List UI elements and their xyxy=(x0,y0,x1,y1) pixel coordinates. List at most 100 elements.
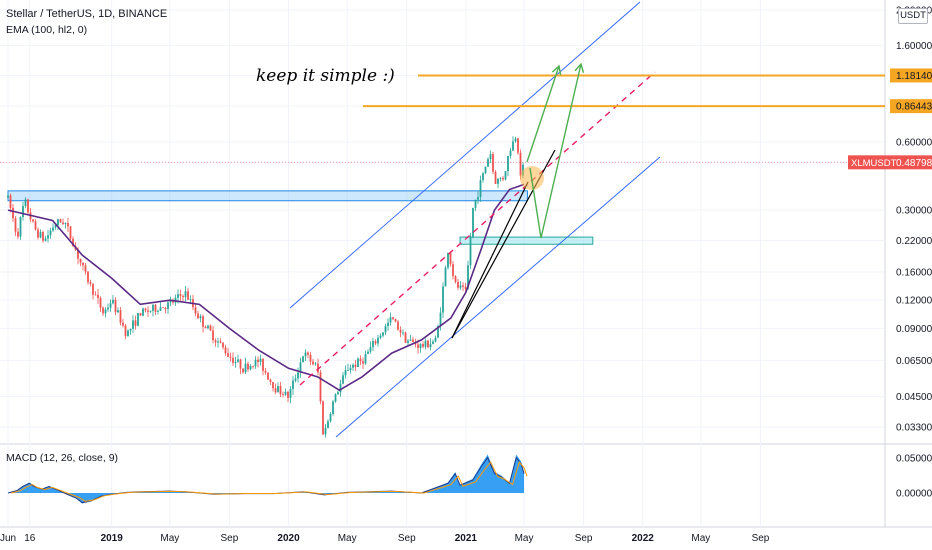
candle[interactable] xyxy=(82,262,84,266)
candle[interactable] xyxy=(374,341,377,344)
trendline[interactable] xyxy=(451,181,529,339)
candle[interactable] xyxy=(254,359,257,367)
candle[interactable] xyxy=(147,310,149,312)
candle[interactable] xyxy=(387,322,389,327)
candle[interactable] xyxy=(429,344,432,348)
candle[interactable] xyxy=(452,264,454,277)
candle[interactable] xyxy=(157,310,159,312)
candle[interactable] xyxy=(322,401,324,435)
candle[interactable] xyxy=(127,330,129,336)
macd-indicator-label[interactable]: MACD (12, 26, close, 9) xyxy=(6,452,119,464)
candle[interactable] xyxy=(407,340,409,343)
candle[interactable] xyxy=(462,285,464,287)
candle[interactable] xyxy=(494,171,497,184)
candle[interactable] xyxy=(87,271,89,283)
candle[interactable] xyxy=(289,389,292,398)
candle[interactable] xyxy=(474,199,477,208)
candle[interactable] xyxy=(312,361,314,365)
candle[interactable] xyxy=(489,154,492,160)
candle[interactable] xyxy=(334,394,337,402)
support-zone[interactable] xyxy=(459,236,594,245)
drawings[interactable] xyxy=(0,1,885,438)
candle[interactable] xyxy=(194,307,197,314)
candle[interactable] xyxy=(112,299,114,304)
candle[interactable] xyxy=(99,297,102,308)
candle[interactable] xyxy=(504,171,507,180)
candle[interactable] xyxy=(37,229,39,238)
candle[interactable] xyxy=(162,307,164,309)
candle[interactable] xyxy=(214,340,217,343)
candle[interactable] xyxy=(39,232,42,238)
candle[interactable] xyxy=(342,375,344,384)
candle[interactable] xyxy=(252,366,254,367)
candle[interactable] xyxy=(159,307,162,311)
candle[interactable] xyxy=(304,352,307,357)
candle[interactable] xyxy=(339,383,342,393)
candle[interactable] xyxy=(377,337,379,344)
channel-midline[interactable] xyxy=(299,71,656,386)
candle[interactable] xyxy=(224,347,227,354)
annotation-text[interactable]: keep it simple :) xyxy=(256,66,395,86)
candle[interactable] xyxy=(47,235,49,239)
candle[interactable] xyxy=(122,322,124,326)
candle[interactable] xyxy=(152,304,154,311)
candle[interactable] xyxy=(434,337,437,342)
candle[interactable] xyxy=(507,155,509,172)
candle[interactable] xyxy=(472,207,474,237)
candle[interactable] xyxy=(49,230,52,236)
candle[interactable] xyxy=(19,217,22,237)
candle[interactable] xyxy=(52,227,54,231)
candle[interactable] xyxy=(319,372,322,402)
candle[interactable] xyxy=(132,320,134,329)
candle[interactable] xyxy=(92,283,94,295)
candle[interactable] xyxy=(244,363,247,373)
candle[interactable] xyxy=(242,368,244,373)
candle[interactable] xyxy=(349,367,352,371)
candle[interactable] xyxy=(352,364,354,368)
candle[interactable] xyxy=(219,341,222,343)
candle[interactable] xyxy=(9,195,12,208)
candle[interactable] xyxy=(209,325,212,331)
candle[interactable] xyxy=(302,356,304,363)
candle[interactable] xyxy=(362,361,364,364)
candle[interactable] xyxy=(444,267,447,287)
candle[interactable] xyxy=(154,304,157,312)
candle[interactable] xyxy=(197,313,199,319)
candle[interactable] xyxy=(404,332,407,343)
candle[interactable] xyxy=(107,307,109,310)
candle[interactable] xyxy=(467,265,469,289)
candle[interactable] xyxy=(327,421,329,428)
candle[interactable] xyxy=(392,317,394,319)
candle[interactable] xyxy=(22,206,24,218)
candle[interactable] xyxy=(384,326,387,333)
candle[interactable] xyxy=(17,231,19,237)
candle[interactable] xyxy=(267,372,269,380)
candle[interactable] xyxy=(402,332,404,334)
arrow-head[interactable] xyxy=(574,62,585,73)
candle[interactable] xyxy=(337,392,339,395)
candle[interactable] xyxy=(27,199,29,213)
candle[interactable] xyxy=(324,427,327,435)
projection-arrow[interactable] xyxy=(529,63,582,239)
candle[interactable] xyxy=(482,173,484,181)
candle[interactable] xyxy=(79,258,82,263)
candle[interactable] xyxy=(284,391,287,395)
candle[interactable] xyxy=(357,358,359,367)
candle[interactable] xyxy=(59,219,62,223)
candle[interactable] xyxy=(139,313,142,316)
candle[interactable] xyxy=(204,326,207,329)
candle[interactable] xyxy=(412,339,414,342)
candle[interactable] xyxy=(354,364,357,367)
candle[interactable] xyxy=(397,321,399,330)
candle[interactable] xyxy=(372,341,374,348)
candle[interactable] xyxy=(142,308,144,316)
candle[interactable] xyxy=(369,347,372,352)
candle[interactable] xyxy=(94,294,97,296)
candle[interactable] xyxy=(309,354,312,362)
candle[interactable] xyxy=(232,357,234,363)
candle[interactable] xyxy=(167,302,169,309)
candle[interactable] xyxy=(442,286,444,313)
candle[interactable] xyxy=(182,295,184,298)
candle[interactable] xyxy=(477,197,479,200)
candle[interactable] xyxy=(114,299,117,313)
